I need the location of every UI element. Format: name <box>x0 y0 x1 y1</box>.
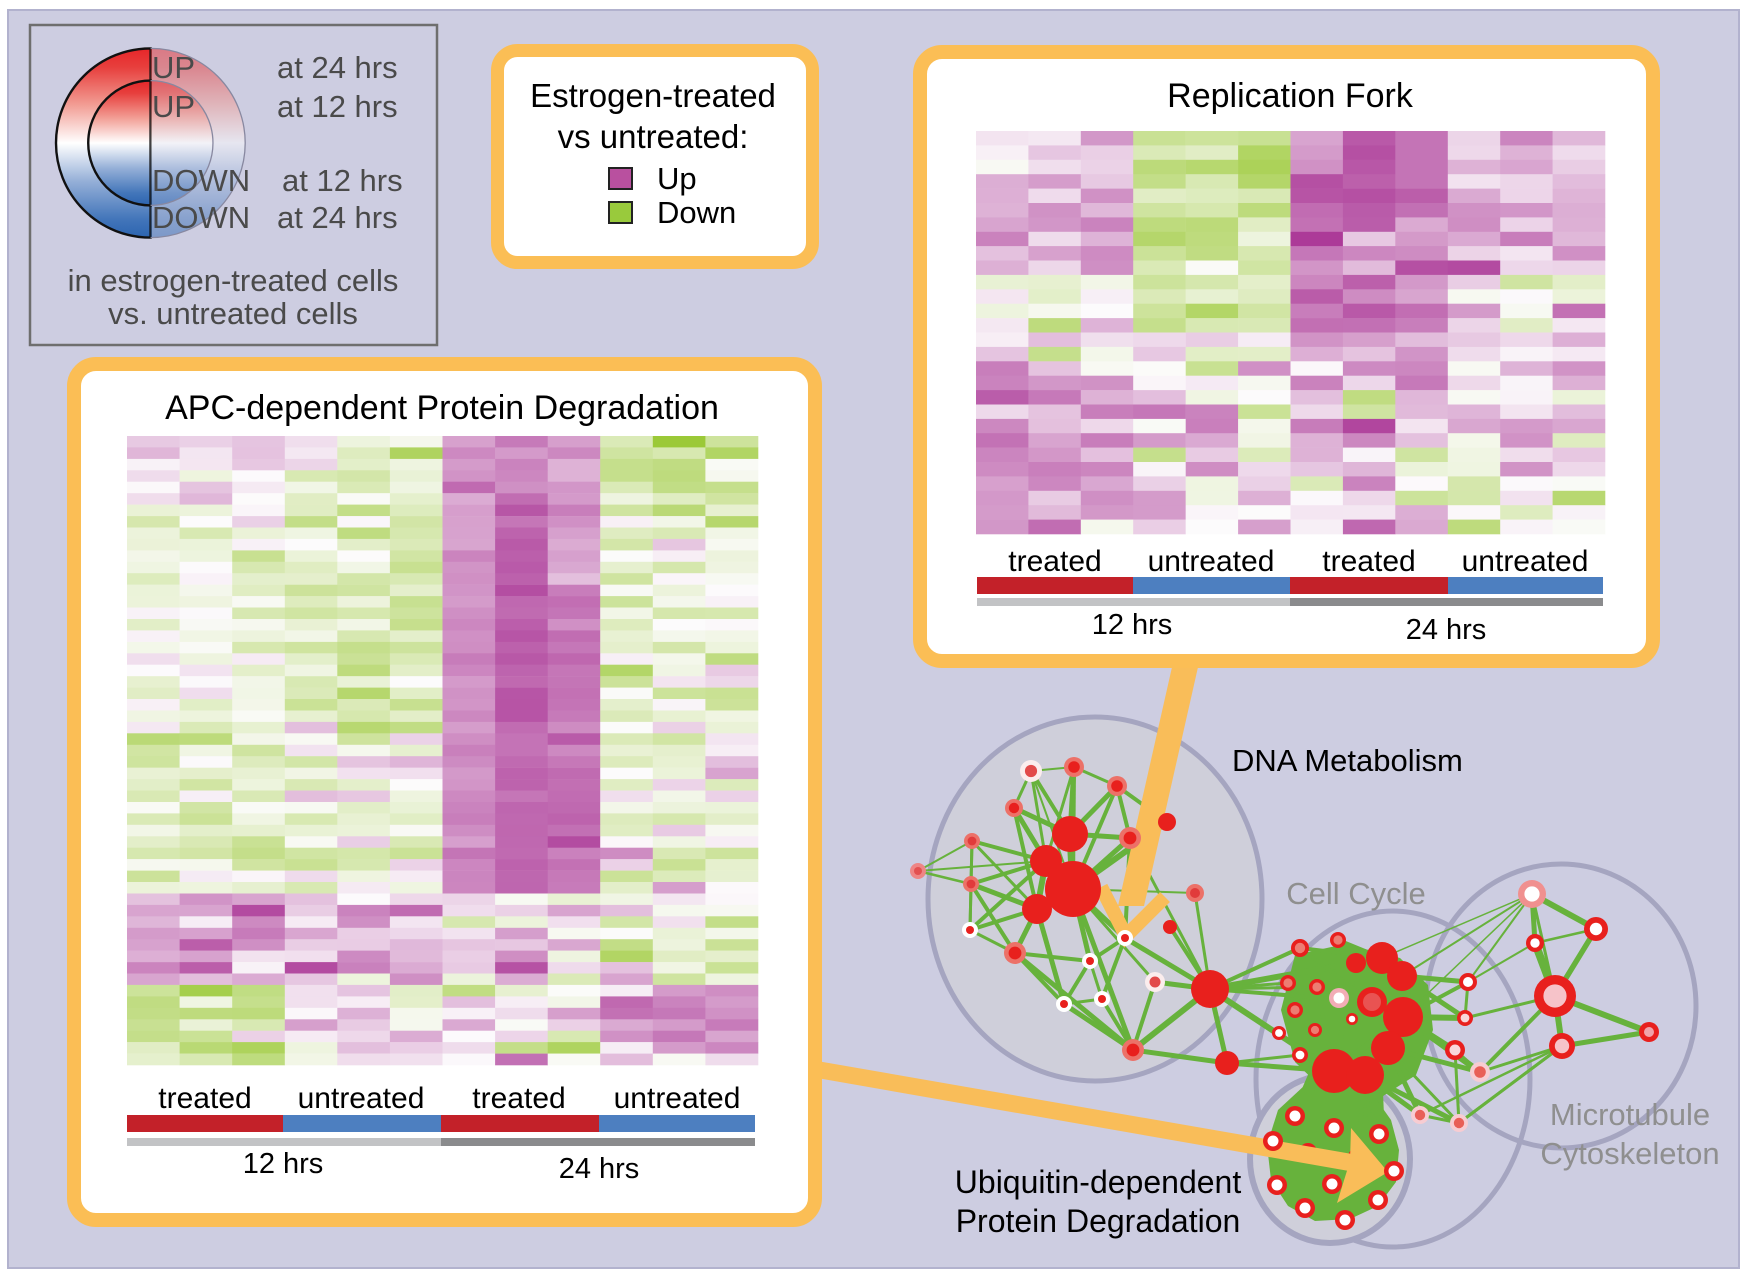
svg-text:untreated: untreated <box>298 1082 425 1115</box>
svg-text:Replication Fork: Replication Fork <box>1167 77 1414 115</box>
svg-text:Cytoskeleton: Cytoskeleton <box>1540 1136 1719 1171</box>
svg-text:treated: treated <box>1008 545 1101 578</box>
svg-text:Ubiquitin-dependent: Ubiquitin-dependent <box>955 1164 1242 1200</box>
svg-text:24 hrs: 24 hrs <box>559 1153 640 1185</box>
svg-text:DOWN: DOWN <box>152 200 250 235</box>
svg-text:Cell Cycle: Cell Cycle <box>1286 876 1426 911</box>
svg-text:at 12 hrs: at 12 hrs <box>277 89 398 124</box>
svg-text:vs untreated:: vs untreated: <box>558 118 749 155</box>
svg-text:treated: treated <box>158 1082 251 1115</box>
svg-text:treated: treated <box>472 1082 565 1115</box>
svg-text:UP: UP <box>152 50 195 85</box>
svg-text:vs. untreated cells: vs. untreated cells <box>108 296 358 331</box>
svg-text:Up: Up <box>657 161 697 196</box>
svg-text:at 24 hrs: at 24 hrs <box>277 50 398 85</box>
svg-text:untreated: untreated <box>1148 545 1275 578</box>
svg-text:at 12 hrs: at 12 hrs <box>282 163 403 198</box>
svg-text:Estrogen-treated: Estrogen-treated <box>530 77 776 114</box>
svg-text:12 hrs: 12 hrs <box>1092 609 1173 641</box>
svg-text:treated: treated <box>1322 545 1415 578</box>
svg-text:DOWN: DOWN <box>152 163 250 198</box>
svg-text:at 24 hrs: at 24 hrs <box>277 200 398 235</box>
svg-text:APC-dependent Protein Degradat: APC-dependent Protein Degradation <box>165 389 719 427</box>
svg-text:DNA Metabolism: DNA Metabolism <box>1232 743 1463 778</box>
svg-text:untreated: untreated <box>1462 545 1589 578</box>
svg-text:24 hrs: 24 hrs <box>1406 614 1487 646</box>
svg-text:Protein Degradation: Protein Degradation <box>956 1203 1241 1239</box>
svg-text:untreated: untreated <box>614 1082 741 1115</box>
svg-text:Microtubule: Microtubule <box>1550 1097 1710 1132</box>
svg-text:UP: UP <box>152 89 195 124</box>
svg-text:Down: Down <box>657 195 736 230</box>
svg-text:in estrogen-treated cells: in estrogen-treated cells <box>68 263 399 298</box>
svg-text:12 hrs: 12 hrs <box>243 1148 324 1180</box>
